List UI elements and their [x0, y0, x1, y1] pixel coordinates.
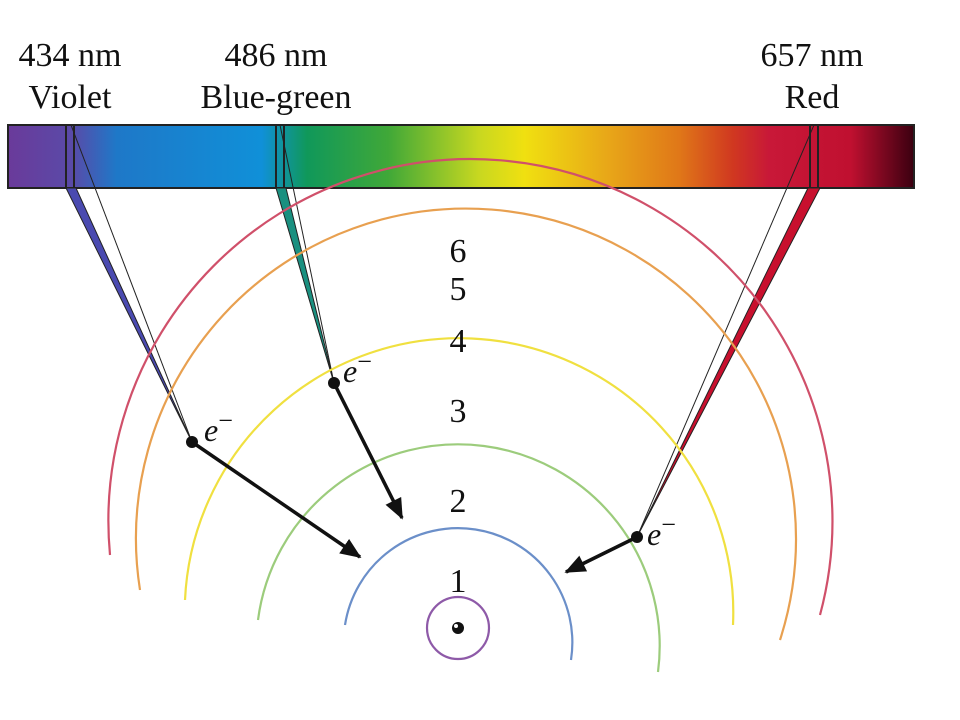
color-label: Blue-green — [200, 79, 351, 116]
photon-beams — [65, 124, 821, 538]
transition-arrow — [332, 382, 404, 520]
spectrum — [7, 124, 915, 189]
nucleus — [452, 622, 464, 634]
electron-label: e− — [204, 406, 233, 448]
orbit-5 — [134, 207, 798, 641]
violet-beam — [65, 187, 193, 443]
color-label: Red — [785, 79, 840, 116]
wavelength-label: 486 nm — [225, 37, 328, 74]
electron-charge: − — [357, 347, 372, 376]
electron-charge: − — [218, 406, 233, 435]
orbit-number: 2 — [450, 483, 467, 520]
wavelength-label: 434 nm — [19, 37, 122, 74]
electron-symbol: e — [343, 353, 357, 389]
transitions — [191, 382, 638, 574]
orbits — [107, 157, 834, 673]
orbit-labels: 1 2 3 4 5 6 — [450, 233, 467, 600]
electron-label: e− — [647, 510, 676, 552]
wavelength-label: 657 nm — [761, 37, 864, 74]
electron-symbol: e — [647, 516, 661, 552]
orbit-3 — [256, 443, 661, 673]
orbit-number: 3 — [450, 393, 467, 430]
spectrum-bar — [7, 124, 915, 189]
orbit-number: 1 — [450, 563, 467, 600]
orbit-6 — [107, 157, 834, 616]
orbit-2 — [343, 527, 574, 661]
electrons — [186, 377, 643, 543]
electron-label: e− — [343, 347, 372, 389]
orbit-number: 4 — [450, 323, 467, 360]
blue-green-beam — [275, 187, 335, 384]
spectrum-labels: 434 nm Violet 486 nm Blue-green 657 nm R… — [19, 37, 864, 116]
orbit-number: 5 — [450, 271, 467, 308]
transition-arrow — [191, 440, 362, 559]
orbit-4 — [183, 337, 735, 626]
electron-charge: − — [661, 510, 676, 539]
orbit-1 — [425, 595, 491, 661]
orbit-number: 6 — [450, 233, 467, 270]
electron-symbol: e — [204, 412, 218, 448]
color-label: Violet — [29, 79, 112, 116]
transition-arrow — [564, 535, 638, 574]
red-beam — [636, 187, 821, 538]
